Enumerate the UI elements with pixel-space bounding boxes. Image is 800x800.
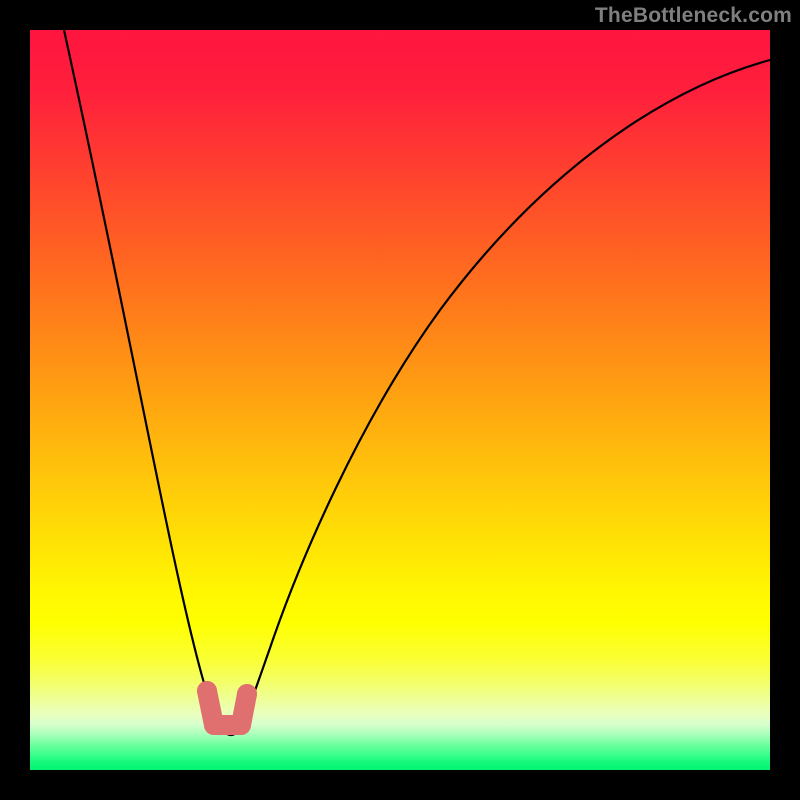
watermark-text: TheBottleneck.com [595,4,792,28]
trough-dot [231,715,251,735]
chart-svg [0,0,800,800]
trough-dot [197,681,217,701]
trough-dot [237,684,257,704]
chart-canvas: TheBottleneck.com [0,0,800,800]
trough-dot [204,715,224,735]
